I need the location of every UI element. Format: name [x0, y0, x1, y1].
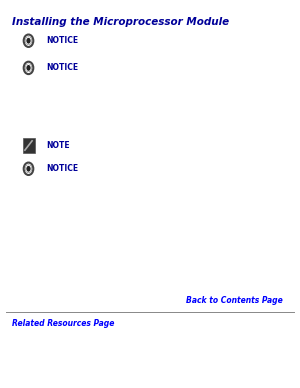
- Text: Back to Contents Page: Back to Contents Page: [186, 296, 283, 305]
- Circle shape: [24, 62, 33, 74]
- Text: NOTICE: NOTICE: [46, 36, 79, 45]
- FancyBboxPatch shape: [22, 138, 34, 153]
- Text: Installing the Microprocessor Module: Installing the Microprocessor Module: [12, 17, 229, 28]
- Circle shape: [26, 64, 31, 71]
- Text: NOTICE: NOTICE: [46, 164, 79, 173]
- Circle shape: [26, 37, 31, 44]
- Circle shape: [24, 35, 33, 47]
- Circle shape: [24, 163, 33, 175]
- Text: NOTE: NOTE: [46, 141, 70, 150]
- Circle shape: [26, 165, 31, 172]
- Text: NOTICE: NOTICE: [46, 63, 79, 73]
- Text: Related Resources Page: Related Resources Page: [12, 319, 114, 329]
